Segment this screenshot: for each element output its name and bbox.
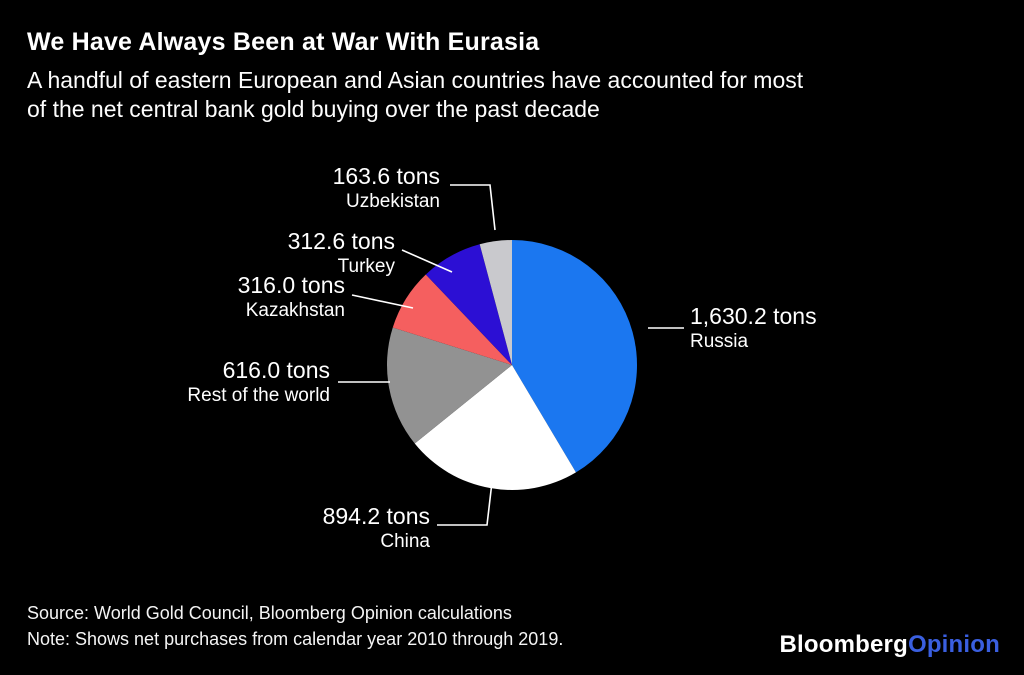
- chart-subtitle: A handful of eastern European and Asian …: [27, 66, 1007, 124]
- leader-line-uzbekistan: [450, 184, 496, 231]
- subtitle-line-1: A handful of eastern European and Asian …: [27, 67, 804, 93]
- methodology-note: Note: Shows net purchases from calendar …: [27, 629, 564, 649]
- logo-bloomberg-text: Bloomberg: [779, 631, 908, 658]
- leader-lines: [338, 184, 684, 526]
- logo-opinion-text: Opinion: [907, 631, 1000, 658]
- source-note: Source: World Gold Council, Bloomberg Op…: [27, 603, 512, 623]
- page-title: We Have Always Been at War With Eurasia: [27, 28, 540, 56]
- pie-slice-russia: [512, 240, 637, 473]
- pie-slice-kazakhstan: [392, 274, 512, 365]
- chart-footer: Source: World Gold Council, Bloomberg Op…: [27, 600, 563, 652]
- leader-line-kazakhstan: [351, 294, 414, 309]
- leader-line-china: [437, 481, 493, 526]
- pie-slice-turkey: [425, 244, 512, 365]
- pie-slices: [386, 240, 637, 491]
- pie-slice-uzbekistan: [479, 240, 512, 365]
- leader-line-turkey: [401, 249, 453, 273]
- pie-slice-china: [414, 365, 576, 491]
- bloomberg-opinion-logo: BloombergOpinion: [779, 631, 1000, 659]
- subtitle-line-2: of the net central bank gold buying over…: [27, 96, 600, 122]
- pie-slice-rest-of-the-world: [386, 327, 512, 444]
